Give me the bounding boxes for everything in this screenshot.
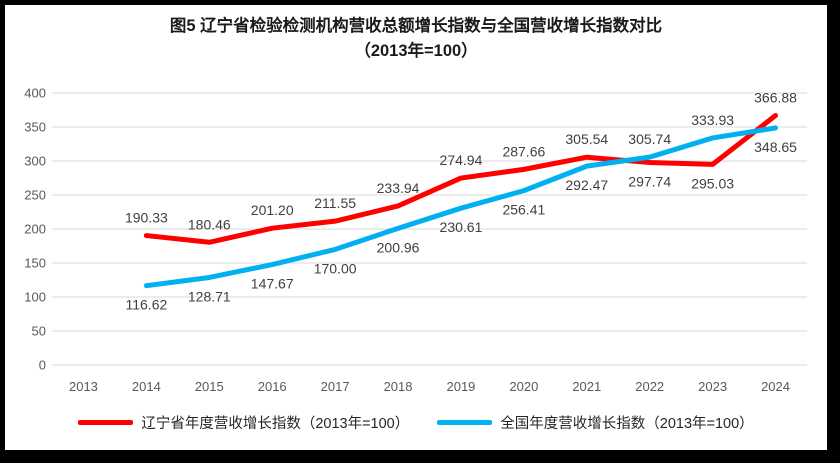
x-tick-label: 2016 (258, 379, 287, 394)
data-label: 233.94 (377, 180, 420, 196)
y-tick-label: 350 (24, 120, 46, 135)
y-tick-label: 250 (24, 188, 46, 203)
x-tick-label: 2022 (635, 379, 664, 394)
legend: 辽宁省年度营收增长指数（2013年=100） 全国年度营收增长指数（2013年=… (0, 412, 832, 433)
data-label: 170.00 (314, 260, 357, 276)
x-tick-label: 2020 (509, 379, 538, 394)
data-label: 128.71 (188, 288, 231, 304)
data-label: 211.55 (314, 195, 356, 211)
data-label: 366.88 (754, 90, 797, 106)
series-line-1 (143, 125, 779, 289)
data-label: 200.96 (377, 239, 420, 255)
chart-title: 图5 辽宁省检验检测机构营收总额增长指数与全国营收增长指数对比 （2013年=1… (0, 14, 832, 64)
data-label: 190.33 (125, 210, 168, 226)
data-label: 274.94 (440, 152, 483, 168)
legend-swatch-national (437, 420, 493, 425)
legend-item-national: 全国年度营收增长指数（2013年=100） (437, 412, 754, 433)
data-label: 256.41 (502, 202, 545, 218)
x-tick-label: 2018 (384, 379, 413, 394)
data-label: 180.46 (188, 216, 231, 232)
series-line-0 (143, 113, 779, 245)
data-label: 230.61 (440, 219, 483, 235)
data-label: 116.62 (125, 297, 167, 313)
y-tick-label: 300 (24, 154, 46, 169)
legend-label-national: 全国年度营收增长指数（2013年=100） (500, 416, 754, 432)
data-label: 333.93 (691, 112, 734, 128)
x-tick-label: 2021 (572, 379, 601, 394)
chart-title-line1: 图5 辽宁省检验检测机构营收总额增长指数与全国营收增长指数对比 (169, 17, 663, 35)
legend-label-liaoning: 辽宁省年度营收增长指数（2013年=100） (141, 416, 410, 432)
y-tick-label: 100 (24, 290, 46, 305)
data-label: 305.74 (628, 131, 671, 147)
y-tick-label: 150 (24, 256, 46, 271)
data-label: 295.03 (691, 175, 734, 191)
legend-swatch-liaoning (78, 420, 134, 425)
x-tick-label: 2024 (761, 379, 790, 394)
data-label: 147.67 (251, 276, 294, 292)
chart-title-line2: （2013年=100） (354, 42, 478, 60)
legend-item-liaoning: 辽宁省年度营收增长指数（2013年=100） (78, 412, 409, 433)
x-tick-label: 2019 (446, 379, 475, 394)
data-label: 297.74 (628, 174, 671, 190)
y-tick-label: 200 (24, 222, 46, 237)
data-label: 305.54 (565, 131, 608, 147)
data-label: 287.66 (502, 143, 545, 159)
data-label: 292.47 (565, 177, 608, 193)
data-label: 201.20 (251, 202, 294, 218)
x-tick-label: 2013 (69, 379, 98, 394)
y-tick-label: 400 (24, 86, 46, 101)
x-tick-label: 2023 (698, 379, 727, 394)
x-tick-label: 2014 (132, 379, 161, 394)
y-tick-label: 0 (39, 358, 46, 373)
data-label: 348.65 (754, 139, 797, 155)
x-tick-label: 2017 (321, 379, 350, 394)
y-tick-label: 50 (32, 324, 46, 339)
x-tick-label: 2015 (195, 379, 224, 394)
